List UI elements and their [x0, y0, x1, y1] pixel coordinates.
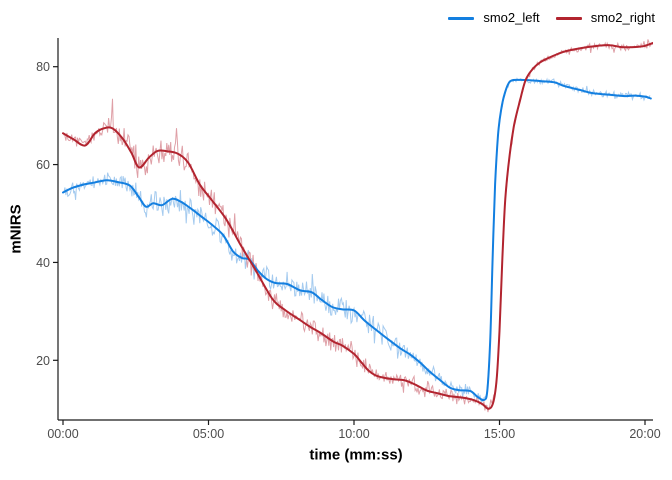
smooth-line-smo2_right: [62, 41, 653, 410]
x-tick-label: 10:00: [338, 427, 369, 441]
legend-item-smo2-right: smo2_right: [555, 9, 655, 27]
x-tick-label: 20:00: [629, 427, 660, 441]
y-tick-label: 60: [36, 158, 50, 172]
legend: smo2_left smo2_right: [448, 9, 655, 27]
legend-label-smo2-right: smo2_right: [590, 10, 655, 25]
raw-line-smo2_left: [62, 77, 651, 403]
raw-line-smo2_right: [62, 39, 653, 413]
x-tick-label: 15:00: [484, 427, 515, 441]
x-tick-label: 05:00: [193, 427, 224, 441]
y-axis-title: mNIRS: [7, 204, 25, 254]
y-tick-label: 20: [36, 354, 50, 368]
legend-line-swatch-blue-icon: [448, 16, 475, 20]
legend-line-swatch-red-icon: [555, 16, 582, 20]
x-axis-title: time (mm:ss): [309, 446, 403, 464]
x-tick-label: 00:00: [47, 427, 78, 441]
y-tick-label: 80: [36, 60, 50, 74]
legend-label-smo2-left: smo2_left: [483, 10, 540, 25]
y-tick-label: 40: [36, 256, 50, 270]
smooth-line-smo2_left: [62, 78, 652, 402]
legend-item-smo2-left: smo2_left: [448, 9, 540, 27]
